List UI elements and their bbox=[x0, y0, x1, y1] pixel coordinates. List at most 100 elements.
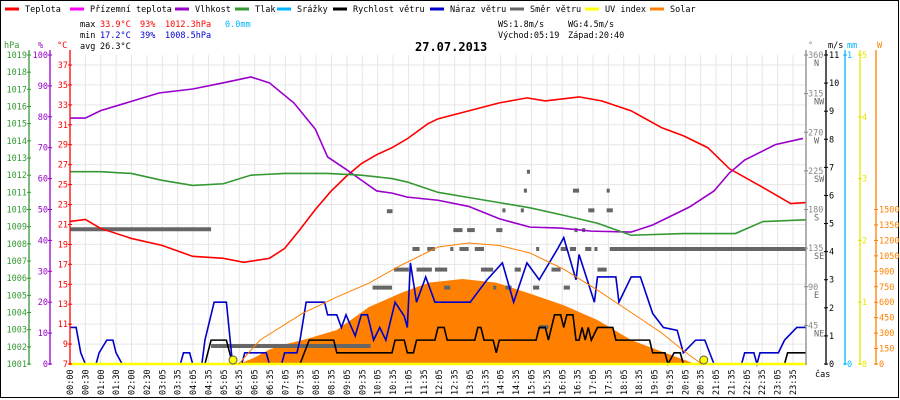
wind-gust-stat: WG:4.5m/s bbox=[568, 20, 614, 30]
hPa-tick-label: 1007 bbox=[7, 257, 27, 267]
ms-tick-label: 0 bbox=[829, 360, 834, 370]
compass-label: NW bbox=[814, 98, 825, 108]
avg-temp: 26.3°C bbox=[100, 42, 131, 52]
hPa-tick-label: 1017 bbox=[7, 85, 27, 95]
x-tick-label: 10:05 bbox=[374, 369, 384, 395]
temp-tick-label: 33 bbox=[58, 101, 68, 111]
x-tick-label: 04:05 bbox=[189, 369, 199, 395]
x-tick-label: 05:05 bbox=[220, 369, 230, 395]
x-tick-label: 16:05 bbox=[558, 369, 568, 395]
uv-tick-label: 2 bbox=[862, 236, 867, 246]
w-tick-label: 1200 bbox=[879, 236, 899, 246]
x-tick-label: 00:30 bbox=[81, 369, 91, 395]
hPa-tick-label: 1005 bbox=[7, 291, 27, 301]
dir-tick-label: 90 bbox=[808, 283, 818, 293]
x-tick-label: 11:05 bbox=[404, 369, 414, 395]
x-tick-label: 17:35 bbox=[604, 369, 614, 395]
w-tick-label: 1050 bbox=[879, 252, 899, 262]
temp-tick-label: 13 bbox=[58, 300, 68, 310]
x-tick-label: 14:35 bbox=[512, 369, 522, 395]
ms-tick-label: 6 bbox=[829, 191, 834, 201]
uv-tick-label: 1 bbox=[862, 298, 867, 308]
ms-tick-label: 3 bbox=[829, 276, 834, 286]
hPa-tick-label: 1011 bbox=[7, 188, 27, 198]
hPa-tick-label: 1019 bbox=[7, 51, 27, 61]
x-tick-label: 09:05 bbox=[343, 369, 353, 395]
x-tick-label: 00:00 bbox=[66, 369, 76, 395]
ms-tick-label: 11 bbox=[829, 51, 839, 61]
temp-tick-label: 27 bbox=[58, 161, 68, 171]
x-tick-label: 02:30 bbox=[143, 369, 153, 395]
x-tick-label: 21:35 bbox=[727, 369, 737, 395]
x-tick-label: 07:35 bbox=[297, 369, 307, 395]
temp-axis-unit: °C bbox=[57, 41, 67, 51]
hPa-tick-label: 1009 bbox=[7, 223, 27, 233]
x-tick-label: 19:05 bbox=[651, 369, 661, 395]
ms-tick-label: 2 bbox=[829, 304, 834, 314]
series-line-tlak bbox=[70, 170, 806, 237]
temp-tick-label: 17 bbox=[58, 260, 68, 270]
wind-speed-stat: WS:1.8m/s bbox=[498, 20, 544, 30]
x-tick-label: 21:05 bbox=[712, 369, 722, 395]
w-tick-label: 750 bbox=[879, 283, 894, 293]
x-tick-label: 11:35 bbox=[420, 369, 430, 395]
legend-label: Náraz větru bbox=[450, 5, 506, 15]
dir-tick-label: 135 bbox=[808, 244, 823, 254]
temp-tick-label: 19 bbox=[58, 240, 68, 250]
x-tick-label: 17:05 bbox=[589, 369, 599, 395]
pct-tick-label: 60 bbox=[38, 175, 48, 185]
min-pressure: 1008.5hPa bbox=[165, 31, 211, 41]
compass-label: E bbox=[814, 291, 819, 301]
legend-label: Teplota bbox=[25, 5, 61, 15]
x-tick-label: 06:05 bbox=[251, 369, 261, 395]
sun-marker bbox=[699, 355, 709, 365]
legend-label: Tlak bbox=[255, 5, 275, 15]
w-tick-label: 0 bbox=[879, 360, 884, 370]
x-tick-label: 08:05 bbox=[312, 369, 322, 395]
w-tick-label: 1500 bbox=[879, 206, 899, 216]
temp-tick-label: 31 bbox=[58, 121, 68, 131]
compass-label: SW bbox=[814, 175, 825, 185]
x-tick-label: 23:05 bbox=[774, 369, 784, 395]
avg-label: avg bbox=[80, 42, 95, 52]
w-axis-unit: W bbox=[877, 41, 883, 51]
ms-tick-label: 8 bbox=[829, 135, 834, 145]
x-tick-label: 23:35 bbox=[789, 369, 799, 395]
x-tick-label: 18:05 bbox=[620, 369, 630, 395]
x-tick-label: 07:05 bbox=[281, 369, 291, 395]
compass-label: SE bbox=[814, 252, 824, 262]
w-tick-label: 450 bbox=[879, 314, 894, 324]
temp-tick-label: 35 bbox=[58, 81, 68, 91]
legend-label: Směr větru bbox=[530, 5, 581, 15]
uv-tick-label: 3 bbox=[862, 175, 867, 185]
mm-axis-unit: mm bbox=[847, 41, 857, 51]
pct-tick-label: 100 bbox=[33, 51, 48, 61]
sun-marker bbox=[228, 355, 238, 365]
chart-title: 27.07.2013 bbox=[415, 40, 487, 54]
min-label: min bbox=[80, 31, 95, 41]
dir-tick-label: 360 bbox=[808, 51, 823, 61]
x-tick-label: 15:35 bbox=[543, 369, 553, 395]
series-line-solar-curve bbox=[238, 242, 703, 365]
temp-tick-label: 23 bbox=[58, 201, 68, 211]
x-tick-label: 13:35 bbox=[481, 369, 491, 395]
max-temp: 33.9°C bbox=[100, 20, 131, 30]
dir-tick-label: 180 bbox=[808, 206, 823, 216]
x-tick-label: 13:05 bbox=[466, 369, 476, 395]
pct-tick-label: 80 bbox=[38, 113, 48, 123]
legend-label: Srážky bbox=[297, 5, 328, 15]
temp-tick-label: 25 bbox=[58, 181, 68, 191]
w-tick-label: 600 bbox=[879, 298, 894, 308]
x-tick-label: 03:05 bbox=[158, 369, 168, 395]
x-tick-label: 12:35 bbox=[451, 369, 461, 395]
x-tick-label: 15:05 bbox=[527, 369, 537, 395]
hPa-tick-label: 1004 bbox=[7, 309, 27, 319]
hPa-tick-label: 1014 bbox=[7, 137, 27, 147]
plot-area bbox=[69, 76, 806, 368]
x-tick-label: 22:35 bbox=[758, 369, 768, 395]
temp-tick-label: 37 bbox=[58, 61, 68, 71]
compass-label: NE bbox=[814, 329, 824, 339]
x-tick-label: 06:35 bbox=[266, 369, 276, 395]
dir-tick-label: 225 bbox=[808, 167, 823, 177]
